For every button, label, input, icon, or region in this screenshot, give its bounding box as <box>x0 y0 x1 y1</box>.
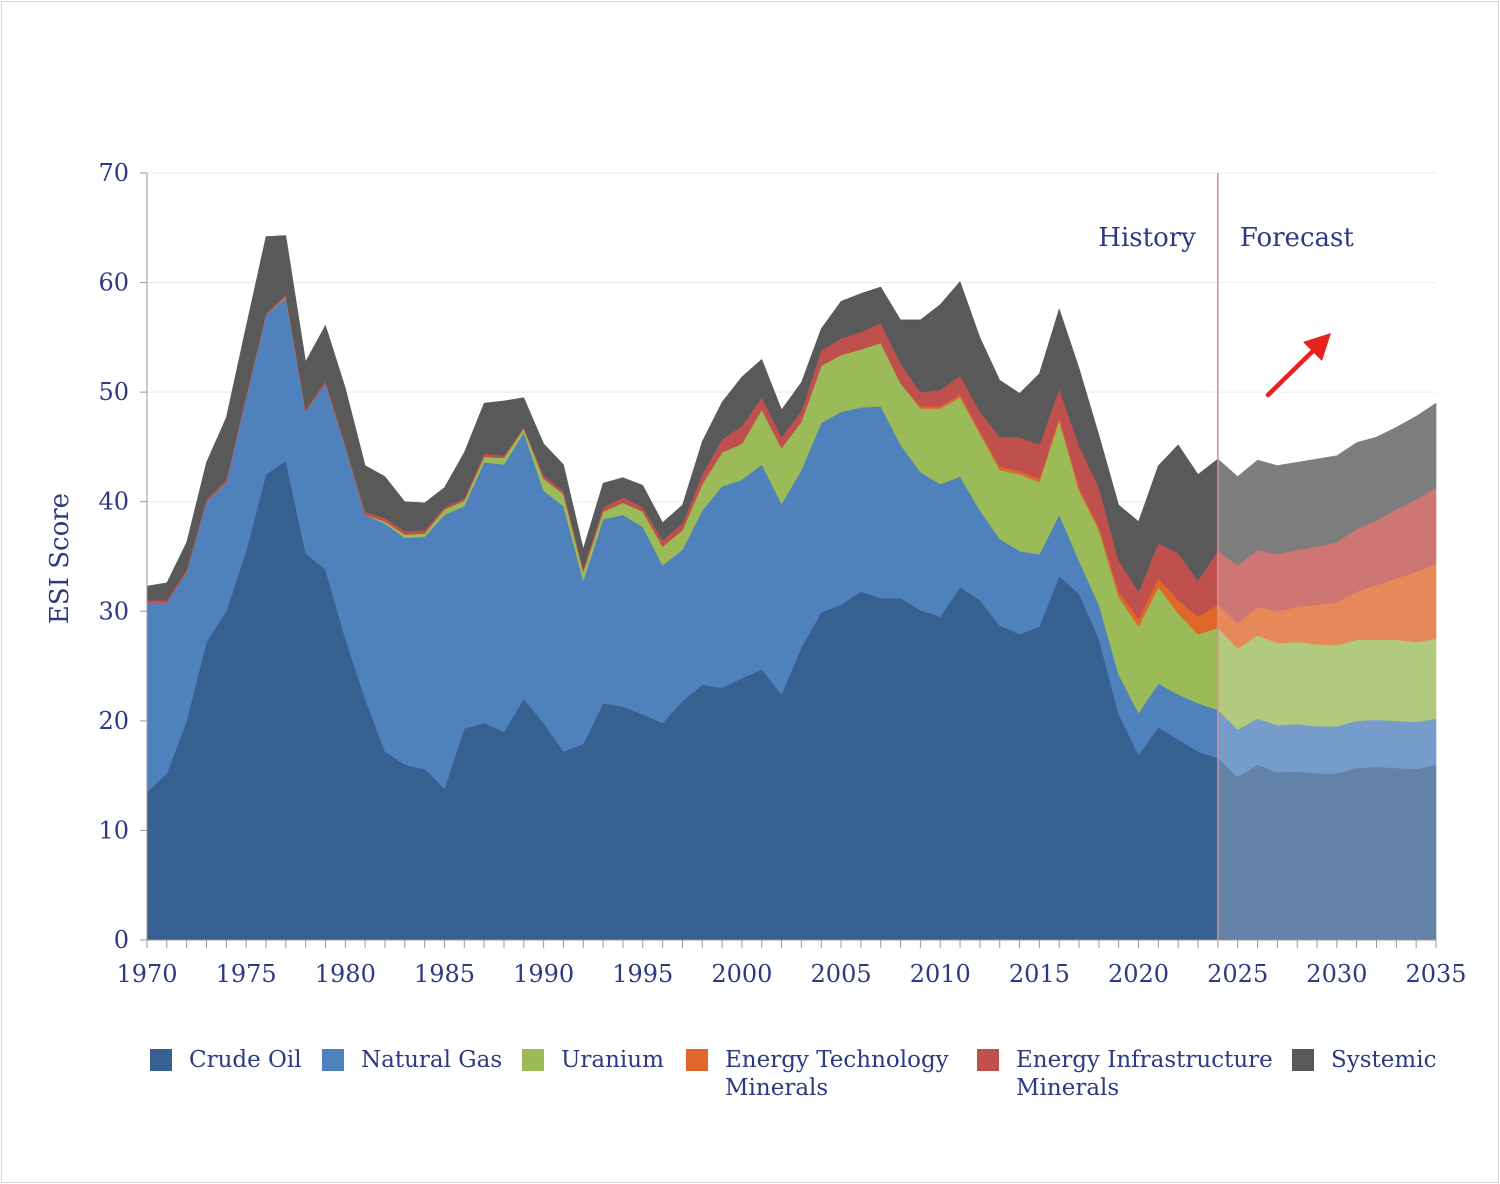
x-tick-label: 1985 <box>414 960 475 988</box>
x-tick-label: 1975 <box>216 960 277 988</box>
x-tick-label: 1970 <box>116 960 177 988</box>
legend-swatch <box>522 1049 544 1071</box>
legend-swatch <box>1292 1049 1314 1071</box>
y-axis-label: ESI Score <box>45 493 75 624</box>
y-tick-label: 50 <box>98 378 129 406</box>
forecast-overlay <box>1217 173 1436 940</box>
x-tick-label: 2035 <box>1405 960 1466 988</box>
red-arrow-head-icon <box>1303 333 1331 361</box>
legend-item-systemic: Systemic <box>1292 1046 1436 1074</box>
legend-swatch <box>977 1049 999 1071</box>
legend-swatch <box>686 1049 708 1071</box>
x-tick-label: 1995 <box>612 960 673 988</box>
legend-label: Systemic <box>1331 1047 1437 1073</box>
legend-item-uranium: Uranium <box>522 1046 664 1074</box>
y-tick-label: 30 <box>98 597 129 625</box>
x-tick-label: 2005 <box>811 960 872 988</box>
y-tick-label: 60 <box>98 269 129 297</box>
legend-item-energy-infrastructure-minerals: Energy Infrastructure Minerals <box>977 1046 1273 1102</box>
x-tick-label: 2010 <box>910 960 971 988</box>
legend-label: Energy Technology Minerals <box>725 1047 949 1101</box>
y-tick-label: 10 <box>98 816 129 844</box>
x-tick-label: 2020 <box>1108 960 1169 988</box>
legend-swatch <box>150 1049 172 1071</box>
forecast-label: Forecast <box>1240 223 1354 253</box>
y-tick-label: 40 <box>98 488 129 516</box>
x-tick-label: 1990 <box>513 960 574 988</box>
x-tick-label: 1980 <box>315 960 376 988</box>
x-tick-label: 2000 <box>711 960 772 988</box>
legend: Crude Oil Natural Gas Uranium Energy Techno… <box>0 1046 1500 1116</box>
legend-label: Natural Gas <box>361 1047 503 1073</box>
x-tick-label: 2030 <box>1306 960 1367 988</box>
legend-item-energy-technology-minerals: Energy Technology Minerals <box>686 1046 949 1102</box>
y-tick-label: 70 <box>98 159 129 187</box>
y-tick-label: 0 <box>114 926 129 954</box>
red-arrow-icon <box>1265 345 1319 398</box>
area-systemic <box>146 235 1437 601</box>
legend-swatch <box>322 1049 344 1071</box>
legend-label: Energy Infrastructure Minerals <box>1016 1047 1273 1101</box>
legend-item-natural-gas: Natural Gas <box>322 1046 502 1074</box>
x-tick-label: 2025 <box>1207 960 1268 988</box>
legend-label: Uranium <box>561 1047 664 1073</box>
legend-label: Crude Oil <box>189 1047 302 1073</box>
legend-item-crude-oil: Crude Oil <box>150 1046 302 1074</box>
history-label: History <box>1098 223 1196 253</box>
y-tick-label: 20 <box>98 707 129 735</box>
x-tick-label: 2015 <box>1009 960 1070 988</box>
